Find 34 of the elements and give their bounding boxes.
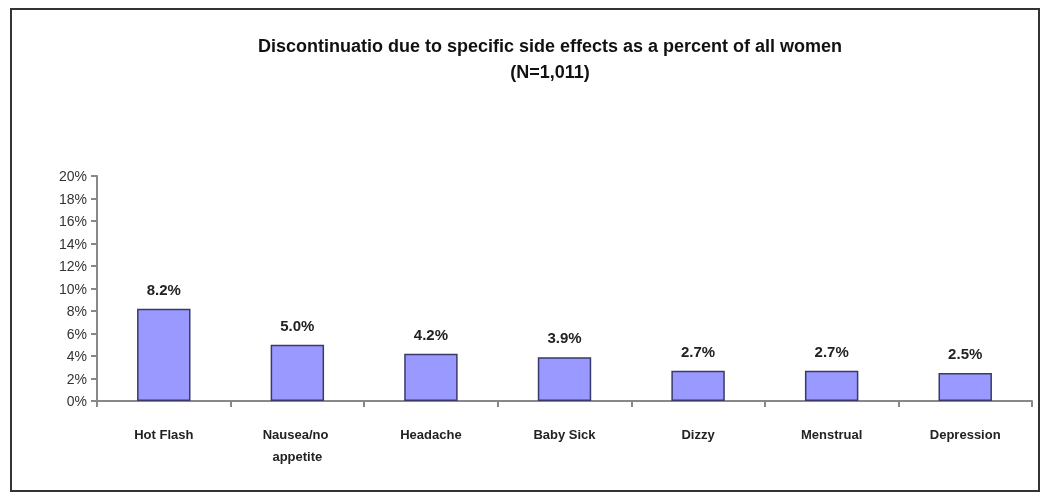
data-label: 2.7% [680,342,716,360]
y-tick-label: 12% [58,258,87,274]
y-tick-label: 14% [58,235,87,252]
bar [137,308,191,401]
bar [404,353,458,401]
y-tick-label: 4% [66,348,87,364]
y-tick-label: 0% [66,393,87,409]
data-label: 8.2% [146,280,181,298]
x-tick-label: Headache [400,426,462,442]
y-tick-label: 2% [66,370,87,387]
data-label: 5.0% [280,316,315,334]
x-tick-label: Nausea/no appetite [262,426,333,464]
bar [270,344,325,401]
x-tick-label: Hot Flash [134,426,194,442]
bar [938,372,992,401]
y-tick-label: 6% [66,325,87,342]
x-tick-label: Menstrual [800,426,863,442]
bar [804,370,859,401]
y-tick-label: 20% [58,168,87,184]
x-tick-label: Dizzy [681,426,716,442]
x-tick-label: Baby Sick [533,426,597,442]
data-label: 2.7% [814,342,849,360]
y-tick-label: 8% [66,303,87,319]
x-tick-label: Depression [929,426,1001,442]
data-label: 3.9% [547,329,582,347]
bar [671,370,725,401]
bar [537,357,592,401]
data-label: 2.5% [948,344,983,362]
data-label: 4.2% [413,325,449,343]
y-tick-label: 18% [58,190,87,207]
y-tick-label: 10% [58,280,87,297]
chart-subtitle: (N=1,011) [510,62,590,82]
y-tick-label: 16% [58,213,87,229]
chart-title: Discontinuatio due to specific side effects as a percent of all women [257,36,843,56]
